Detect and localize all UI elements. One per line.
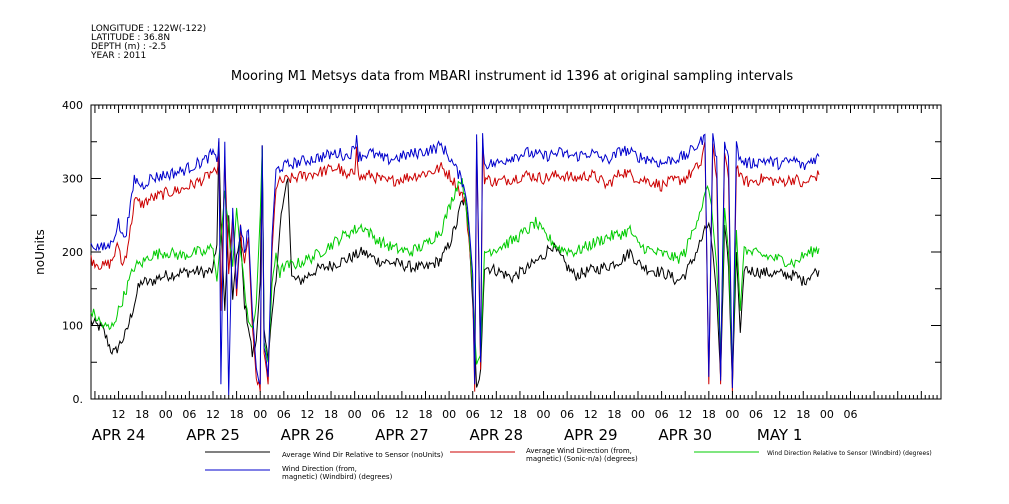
date-label: APR 29 [564,426,618,444]
x-tick-label: 06 [560,408,574,421]
y-tick-label: 300 [62,173,83,186]
x-tick-label: 12 [489,408,503,421]
x-tick-label: 06 [655,408,669,421]
x-tick-label: 12 [773,408,787,421]
x-tick-label: 00 [442,408,456,421]
y-tick-label: 200 [62,246,83,259]
x-tick-label: 18 [418,408,432,421]
x-tick-label: 00 [253,408,267,421]
series-line-1 [90,138,820,392]
y-tick-label: 100 [62,320,83,333]
date-label: APR 30 [658,426,712,444]
x-tick-label: 06 [466,408,480,421]
date-label: APR 27 [375,426,429,444]
x-tick-label: 06 [182,408,196,421]
x-tick-label: 00 [348,408,362,421]
legend-label-windbird-relative: Wind Direction Relative to Sensor (Windb… [767,450,932,457]
series-layer [90,133,820,396]
x-tick-label: 00 [159,408,173,421]
y-axis-label: noUnits [33,229,47,275]
y-tick-label: 400 [62,99,83,112]
x-tick-label: 18 [702,408,716,421]
x-tick-label: 12 [300,408,314,421]
legend-label-relative-sensor: Average Wind Dir Relative to Sensor (noU… [282,451,443,459]
x-tick-label: 18 [230,408,244,421]
series-line-2 [90,149,820,370]
x-tick-label: 00 [820,408,834,421]
date-label: APR 28 [470,426,524,444]
legend-label-windbird-magnetic: Wind Direction (from, magnetic) (Windbir… [282,465,393,481]
date-label: APR 26 [281,426,335,444]
series-line-0 [90,141,820,388]
date-label: APR 25 [186,426,240,444]
x-tick-label: 12 [206,408,220,421]
x-tick-label: 12 [112,408,126,421]
meta-line: LONGITUDE : 122W(-122) [91,24,206,34]
x-tick-label: 00 [725,408,739,421]
series-line-3 [90,133,820,396]
x-tick-label: 06 [843,408,857,421]
date-label: MAY 1 [757,426,803,444]
x-tick-label: 06 [371,408,385,421]
x-tick-label: 12 [678,408,692,421]
legend: Average Wind Dir Relative to Sensor (noU… [205,447,932,481]
chart-title: Mooring M1 Metsys data from MBARI instru… [231,69,793,84]
x-tick-label: 18 [607,408,621,421]
date-label: APR 24 [92,426,146,444]
x-tick-label: 12 [584,408,598,421]
x-tick-label: 18 [513,408,527,421]
meta-line: LATITUDE : 36.8N [91,33,170,43]
y-tick-label: 0. [73,393,84,406]
x-tick-label: 06 [749,408,763,421]
x-tick-label: 06 [277,408,291,421]
x-axis: 12 18 00 06 12 18 00 06 12 18 00 06 12 18 00 06 12 18 00 06… [90,105,942,444]
x-tick-label: 00 [631,408,645,421]
legend-label-sonic: Average Wind Direction (from, magnetic) … [526,447,638,463]
meta-line: DEPTH (m) : -2.5 [91,42,166,52]
meta-line: YEAR : 2011 [90,51,146,61]
x-tick-label: 00 [537,408,551,421]
x-tick-label: 12 [395,408,409,421]
x-tick-label: 18 [135,408,149,421]
x-tick-label: 18 [796,408,810,421]
x-tick-label: 18 [324,408,338,421]
metadata-block: LONGITUDE : 122W(-122) LATITUDE : 36.8N … [90,24,206,61]
